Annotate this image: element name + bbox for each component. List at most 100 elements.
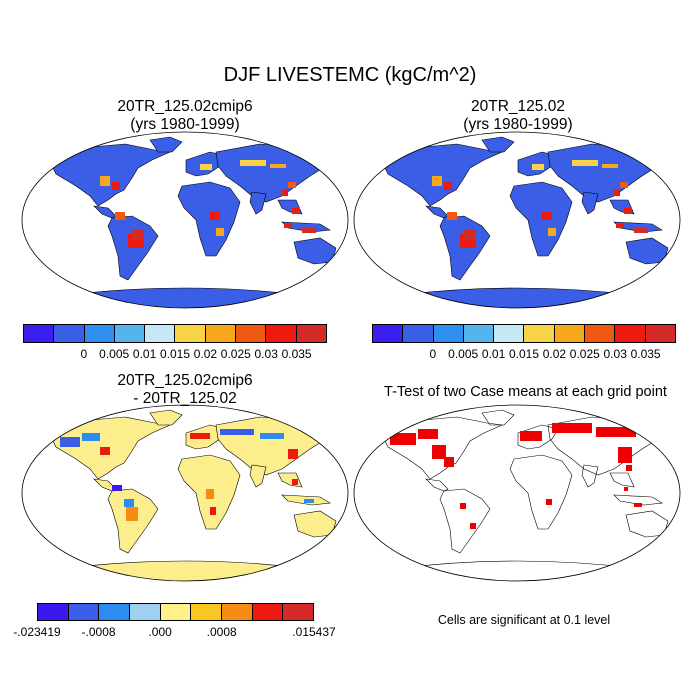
landmass-seAsia <box>609 472 635 488</box>
landmass-southAmerica <box>439 488 491 554</box>
value-patch <box>624 208 632 214</box>
colorbar-top-right <box>372 324 676 343</box>
value-patch <box>520 431 542 441</box>
colorbar-swatch <box>296 325 326 342</box>
colorbar-tick-label: 0.01 <box>481 347 506 361</box>
colorbar-tick-label: 0.02 <box>542 347 567 361</box>
value-patch <box>464 230 476 240</box>
landmass-northAmerica <box>379 416 504 480</box>
colorbar-tick-label: -.023419 <box>13 625 61 639</box>
landmass-greenland <box>481 409 515 426</box>
colorbar-swatch <box>84 325 115 342</box>
colorbar-tick-label: .000 <box>148 625 172 639</box>
value-patch <box>292 479 298 485</box>
colorbar-tick-label: 0.03 <box>603 347 627 361</box>
value-patch <box>444 457 454 467</box>
panel-title-line2: (yrs 1980-1999) <box>130 116 240 133</box>
colorbar-swatch <box>145 325 176 342</box>
value-patch <box>220 429 254 435</box>
colorbar-tick-label: 0.03 <box>254 347 278 361</box>
colorbar-diff <box>37 603 314 621</box>
landmass-northAmerica <box>47 143 172 207</box>
value-patch <box>292 208 300 214</box>
value-patch <box>548 228 556 236</box>
value-patch <box>190 433 210 439</box>
value-patch <box>112 485 122 491</box>
colorbar-swatch <box>554 325 586 342</box>
value-patch <box>447 212 457 220</box>
value-patch <box>216 228 224 236</box>
value-patch <box>100 176 110 186</box>
panel-title-line2: (yrs 1980-1999) <box>463 116 573 133</box>
colorbar-swatch <box>222 604 253 620</box>
colorbar-swatch <box>524 325 555 342</box>
value-patch <box>616 224 624 228</box>
value-patch <box>552 423 592 433</box>
value-patch <box>260 433 284 439</box>
value-patch <box>620 182 628 188</box>
landmass-greenland <box>149 136 183 153</box>
value-patch <box>546 499 552 505</box>
landmass-indonesia <box>613 494 663 506</box>
value-patch <box>618 447 632 463</box>
colorbar-swatch <box>68 604 100 620</box>
colorbar-tick-label: 0.025 <box>220 347 251 361</box>
panel-title-bottom-right: T-Test of two Case means at each grid po… <box>353 383 698 401</box>
colorbar-swatch <box>160 604 192 620</box>
value-patch <box>206 489 214 499</box>
map-frame <box>21 404 349 582</box>
colorbar-tick-label: 0.005 <box>448 347 479 361</box>
value-patch <box>210 212 220 220</box>
map-top-right <box>353 131 681 309</box>
colorbar-tick-label: 0.035 <box>630 347 661 361</box>
colorbar-swatch <box>114 325 146 342</box>
colorbar-tick-label: 0.035 <box>281 347 312 361</box>
panel-title-line1: 20TR_125.02cmip6 <box>117 98 253 115</box>
colorbar-swatch <box>236 325 267 342</box>
colorbar-swatch <box>494 325 525 342</box>
colorbar-tick-label: 0.025 <box>569 347 600 361</box>
value-patch <box>200 164 212 170</box>
value-patch <box>112 182 120 190</box>
value-patch <box>302 228 316 233</box>
value-patch <box>282 190 288 196</box>
landmass-greenland <box>481 136 515 153</box>
colorbar-swatch <box>99 604 131 620</box>
map-frame <box>353 404 681 582</box>
value-patch <box>596 427 636 437</box>
value-patch <box>288 182 296 188</box>
colorbar-swatch <box>283 604 314 620</box>
landmass-africa <box>177 181 241 257</box>
colorbar-swatch <box>191 604 223 620</box>
map-frame <box>21 131 349 309</box>
panel-title-line1: 20TR_125.02 <box>471 98 565 115</box>
value-patch <box>288 449 298 459</box>
value-patch <box>626 465 632 471</box>
value-patch <box>132 230 144 240</box>
colorbar-swatch <box>38 604 69 620</box>
value-patch <box>100 447 110 455</box>
panel-title-top-left: 20TR_125.02cmip6 (yrs 1980-1999) <box>20 98 350 134</box>
landmass-antarctica <box>59 287 311 308</box>
value-patch <box>270 164 286 168</box>
value-patch <box>60 437 80 447</box>
colorbar-tick-label: .015437 <box>292 625 336 639</box>
panel-title-top-right: 20TR_125.02 (yrs 1980-1999) <box>353 98 683 134</box>
landmass-greenland <box>149 409 183 426</box>
colorbar-top-left <box>23 324 327 343</box>
value-patch <box>124 499 134 507</box>
landmass-africa <box>509 181 573 257</box>
value-patch <box>432 445 446 459</box>
value-patch <box>115 212 125 220</box>
landmass-africa <box>509 454 573 530</box>
value-patch <box>418 429 438 439</box>
value-patch <box>432 176 442 186</box>
panel-title-line1: 20TR_125.02cmip6 <box>117 372 253 389</box>
value-patch <box>460 503 466 509</box>
map-bottom-right <box>353 404 681 582</box>
value-patch <box>634 503 642 507</box>
landmass-antarctica <box>391 287 643 308</box>
landmass-india <box>581 464 599 488</box>
landmass-antarctica <box>59 560 311 581</box>
value-patch <box>444 182 452 190</box>
